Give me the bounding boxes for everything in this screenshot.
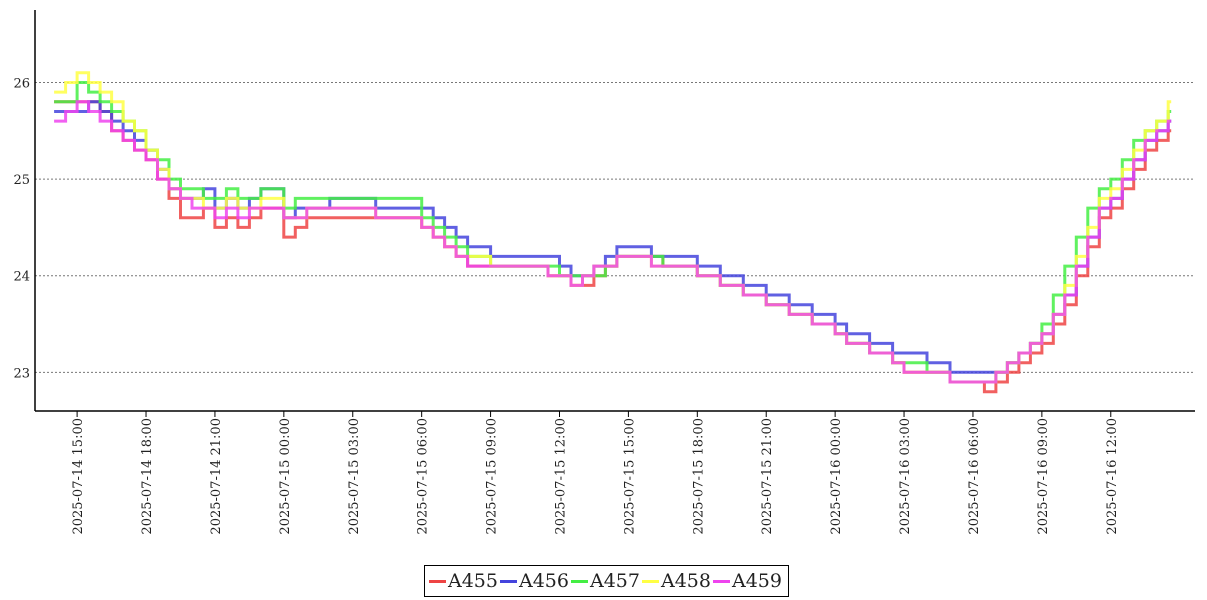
x-tick-label: 2025-07-14 21:00 bbox=[209, 418, 224, 535]
legend-swatch bbox=[571, 579, 588, 583]
series-line-a455 bbox=[54, 100, 1172, 394]
series-line-a456 bbox=[54, 100, 1172, 374]
legend-label: A455 bbox=[448, 570, 498, 592]
legend-label: A456 bbox=[519, 570, 569, 592]
y-tick-label: 26 bbox=[13, 76, 30, 91]
x-tick-label: 2025-07-15 18:00 bbox=[691, 418, 706, 535]
legend-swatch bbox=[429, 579, 446, 583]
legend-item-a457: A457 bbox=[571, 570, 640, 592]
x-tick-label: 2025-07-15 21:00 bbox=[760, 418, 775, 535]
legend-label: A458 bbox=[661, 570, 711, 592]
legend-label: A457 bbox=[590, 570, 640, 592]
y-tick-label: 24 bbox=[13, 270, 30, 285]
x-tick-label: 2025-07-15 03:00 bbox=[347, 418, 362, 535]
x-tick-label: 2025-07-16 03:00 bbox=[898, 418, 913, 535]
x-tick-label: 2025-07-15 06:00 bbox=[416, 418, 431, 535]
series-lines bbox=[54, 71, 1172, 394]
legend-swatch bbox=[713, 579, 730, 583]
x-tick-label: 2025-07-14 18:00 bbox=[140, 418, 155, 535]
legend-item-a455: A455 bbox=[429, 570, 498, 592]
grid-lines bbox=[35, 81, 1195, 373]
y-tick-label: 23 bbox=[13, 366, 30, 381]
legend-label: A459 bbox=[732, 570, 782, 592]
legend-item-a456: A456 bbox=[500, 570, 569, 592]
x-tick-label: 2025-07-15 09:00 bbox=[485, 418, 500, 535]
axes bbox=[34, 10, 1195, 417]
x-tick-label: 2025-07-15 15:00 bbox=[622, 418, 637, 535]
series-line-a457 bbox=[54, 81, 1172, 384]
legend-item-a459: A459 bbox=[713, 570, 782, 592]
y-tick-label: 25 bbox=[13, 173, 30, 188]
x-tick-label: 2025-07-16 12:00 bbox=[1105, 418, 1120, 535]
x-tick-label: 2025-07-16 06:00 bbox=[967, 418, 982, 535]
x-tick-label: 2025-07-14 15:00 bbox=[71, 418, 86, 535]
x-tick-labels: 2025-07-14 15:00 2025-07-14 18:00 2025-07-… bbox=[71, 418, 1120, 535]
x-tick-label: 2025-07-16 09:00 bbox=[1036, 418, 1051, 535]
legend-swatch bbox=[642, 579, 659, 583]
y-tick-labels: 23 24 25 26 bbox=[13, 76, 30, 381]
x-tick-label: 2025-07-15 00:00 bbox=[278, 418, 293, 535]
x-tick-label: 2025-07-15 12:00 bbox=[553, 418, 568, 535]
legend-item-a458: A458 bbox=[642, 570, 711, 592]
legend-swatch bbox=[500, 579, 517, 583]
legend: A455 A456 A457 A458 A459 bbox=[424, 565, 789, 597]
series-line-a459 bbox=[54, 100, 1172, 384]
x-tick-label: 2025-07-16 00:00 bbox=[829, 418, 844, 535]
